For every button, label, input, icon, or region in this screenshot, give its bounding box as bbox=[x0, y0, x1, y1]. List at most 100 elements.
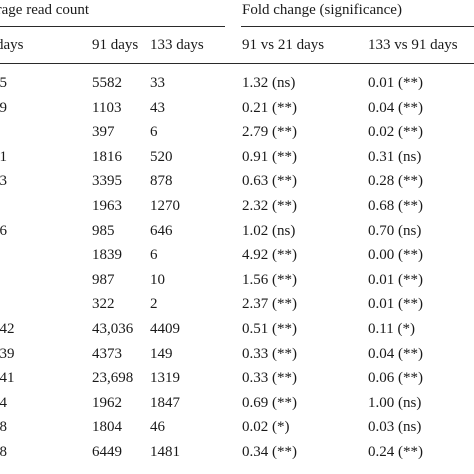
table-cell: 38 bbox=[0, 419, 7, 436]
table-cell: 0.34 (**) bbox=[242, 444, 297, 460]
table-cell: 10 bbox=[150, 271, 165, 288]
table-cell: 43,036 bbox=[92, 321, 134, 337]
table-cell: 1.02 (ns) bbox=[242, 222, 296, 239]
table-cell: 2.79 (**) bbox=[242, 124, 297, 141]
table-cell: 1.32 (ns) bbox=[242, 75, 296, 91]
table-cell: 1103 bbox=[92, 99, 122, 116]
table-cell: 4.92 (**) bbox=[242, 247, 297, 264]
table-cell: 0.04 (**) bbox=[368, 345, 423, 362]
table-cell: 41 bbox=[0, 148, 7, 165]
table-cell: 5582 bbox=[92, 75, 122, 91]
table-cell: 0.11 (*) bbox=[368, 321, 415, 337]
table-cell: 397 bbox=[92, 124, 115, 141]
table-cell: 6 bbox=[150, 247, 158, 264]
table-cell: 1270 bbox=[150, 198, 180, 214]
table-cell: 878 bbox=[150, 173, 173, 190]
table-row: 26 985 646 1.02 (ns) 0.70 (ns) bbox=[0, 223, 474, 247]
table-cell: 1.00 (ns) bbox=[368, 394, 422, 411]
table-row: 239 4373 149 0.33 (**) 0.04 (**) bbox=[0, 346, 474, 370]
table-cell: 1319 bbox=[150, 370, 180, 387]
table-row: 43 3395 878 0.63 (**) 0.28 (**) bbox=[0, 173, 474, 197]
table-cell: 1963 bbox=[92, 198, 122, 214]
table-row: 38 1804 46 0.02 (*) 0.03 (ns) bbox=[0, 419, 474, 443]
table-cell: 0.24 (**) bbox=[368, 444, 423, 460]
table-cell: 239 bbox=[0, 345, 15, 362]
table-cell: 43 bbox=[150, 99, 165, 116]
table-row: 432222.37 (**)0.01 (**) bbox=[0, 296, 474, 320]
table-cell: 149 bbox=[150, 345, 173, 362]
table-cell: 1816 bbox=[92, 148, 122, 165]
table-cell: 0.69 (**) bbox=[242, 394, 297, 411]
column-header-91-vs-21: 91 vs 21 days bbox=[242, 37, 325, 53]
table-cell: 041 bbox=[0, 370, 15, 387]
table-cell: 4409 bbox=[150, 321, 180, 337]
header-rule-gap bbox=[225, 24, 241, 29]
table-cell: 1481 bbox=[150, 444, 180, 460]
table-cell: 2 bbox=[150, 296, 158, 313]
table-cell: 2.32 (**) bbox=[242, 198, 297, 214]
table-row: 3196312702.32 (**)0.68 (**) bbox=[0, 198, 474, 222]
table-cell: 23,698 bbox=[92, 370, 134, 387]
table-cell: 0.70 (ns) bbox=[368, 222, 422, 239]
table-cell: 34 bbox=[0, 394, 7, 411]
table-cell: 0.31 (ns) bbox=[368, 148, 422, 165]
table-cell: 1839 bbox=[92, 247, 122, 264]
table-cell: 1.56 (**) bbox=[242, 271, 297, 288]
table-cell: 520 bbox=[150, 148, 173, 165]
table-row: 39 1103 43 0.21 (**) 0.04 (**) bbox=[0, 100, 474, 124]
table-cell: 0.01 (**) bbox=[368, 75, 423, 91]
table-row: 35 5582 33 1.32 (ns) 0.01 (**) bbox=[0, 75, 474, 99]
table-cell: 33 bbox=[150, 75, 165, 91]
average-read-count-header: erage read count bbox=[0, 2, 90, 18]
table-cell: 0.33 (**) bbox=[242, 370, 297, 387]
table-cell: 39 bbox=[0, 99, 7, 116]
table-cell: 28 bbox=[0, 444, 7, 460]
table-cell: 987 bbox=[92, 271, 115, 288]
fold-change-header: Fold change (significance) bbox=[242, 2, 402, 18]
column-header-rule bbox=[0, 63, 474, 64]
table-cell: 0.03 (ns) bbox=[368, 419, 422, 436]
column-header-133-vs-91: 133 vs 91 days bbox=[368, 37, 458, 53]
table-cell: 0.21 (**) bbox=[242, 99, 297, 116]
table-row: 542 43,036 4409 0.51 (**) 0.11 (*) bbox=[0, 321, 474, 345]
table-cell: 26 bbox=[0, 222, 7, 239]
table-cell: 646 bbox=[150, 222, 173, 239]
table-cell: 0.01 (**) bbox=[368, 271, 423, 288]
table-cell: 1804 bbox=[92, 419, 122, 436]
table-cell: 0.51 (**) bbox=[242, 321, 297, 337]
table-row: 397 6 2.79 (**) 0.02 (**) bbox=[0, 124, 474, 148]
table-cell: 35 bbox=[0, 75, 7, 91]
table-cell: 0.68 (**) bbox=[368, 198, 423, 214]
table-row: 41 1816 520 0.91 (**) 0.31 (ns) bbox=[0, 149, 474, 173]
table-cell: 0.91 (**) bbox=[242, 148, 297, 165]
table-row: 5183964.92 (**)0.00 (**) bbox=[0, 247, 474, 271]
column-header-days: days bbox=[0, 37, 24, 53]
table-cell: 0.00 (**) bbox=[368, 247, 423, 264]
table-cell: 3395 bbox=[92, 173, 122, 190]
table-cell: 4373 bbox=[92, 345, 122, 362]
table-cell: 1962 bbox=[92, 394, 122, 411]
table-cell: 6449 bbox=[92, 444, 122, 460]
table-cell: 0.28 (**) bbox=[368, 173, 423, 190]
table-cell: 0.06 (**) bbox=[368, 370, 423, 387]
table-cell: 0.01 (**) bbox=[368, 296, 423, 313]
column-header-133-days: 133 days bbox=[150, 37, 204, 53]
table-cell: 0.33 (**) bbox=[242, 345, 297, 362]
table-cell: 1847 bbox=[150, 394, 180, 411]
table-row: 28 6449 1481 0.34 (**) 0.24 (**) bbox=[0, 444, 474, 468]
table-row: 34 1962 1847 0.69 (**) 1.00 (ns) bbox=[0, 395, 474, 419]
table-cell: 6 bbox=[150, 124, 158, 141]
table-row: 041 23,698 1319 0.33 (**) 0.06 (**) bbox=[0, 370, 474, 394]
table-cell: 0.02 (**) bbox=[368, 124, 423, 141]
table-cell: 43 bbox=[0, 173, 7, 190]
table-cell: 46 bbox=[150, 419, 165, 436]
table-cell: 0.02 (*) bbox=[242, 419, 290, 436]
table-cell: 542 bbox=[0, 321, 15, 337]
table-cell: 0.63 (**) bbox=[242, 173, 297, 190]
table-cell: 985 bbox=[92, 222, 115, 239]
table-row: 2987101.56 (**)0.01 (**) bbox=[0, 272, 474, 296]
column-header-91-days: 91 days bbox=[92, 37, 139, 53]
table-cell: 0.04 (**) bbox=[368, 99, 423, 116]
table-cell: 2.37 (**) bbox=[242, 296, 297, 313]
